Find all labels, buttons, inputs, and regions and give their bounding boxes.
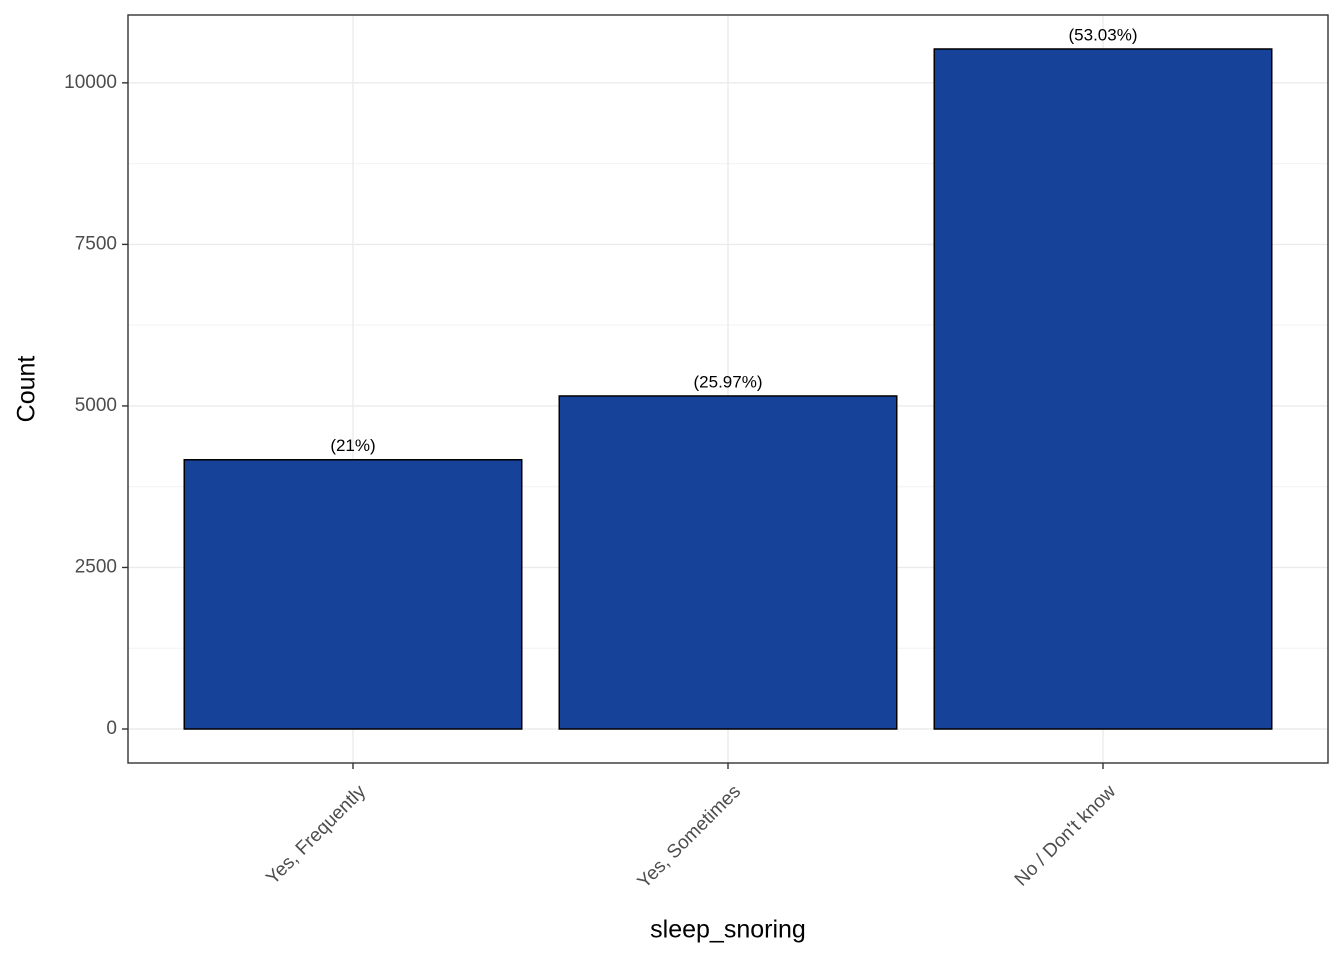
bar bbox=[558, 395, 898, 730]
bar-annotation: (21%) bbox=[330, 436, 375, 455]
y-tick-label: 0 bbox=[106, 718, 117, 739]
y-tick-label: 2500 bbox=[75, 556, 117, 577]
bar-annotation: (53.03%) bbox=[1069, 25, 1138, 44]
panel-border bbox=[127, 14, 1329, 764]
y-tick-label: 10000 bbox=[64, 72, 117, 93]
y-tick-label: 5000 bbox=[75, 395, 117, 416]
bar bbox=[183, 459, 523, 730]
bar bbox=[933, 48, 1273, 730]
x-axis-title: sleep_snoring bbox=[650, 916, 806, 944]
bar-annotation: (25.97%) bbox=[694, 372, 763, 391]
y-axis-title: Count bbox=[13, 356, 41, 423]
y-tick-label: 7500 bbox=[75, 233, 117, 254]
